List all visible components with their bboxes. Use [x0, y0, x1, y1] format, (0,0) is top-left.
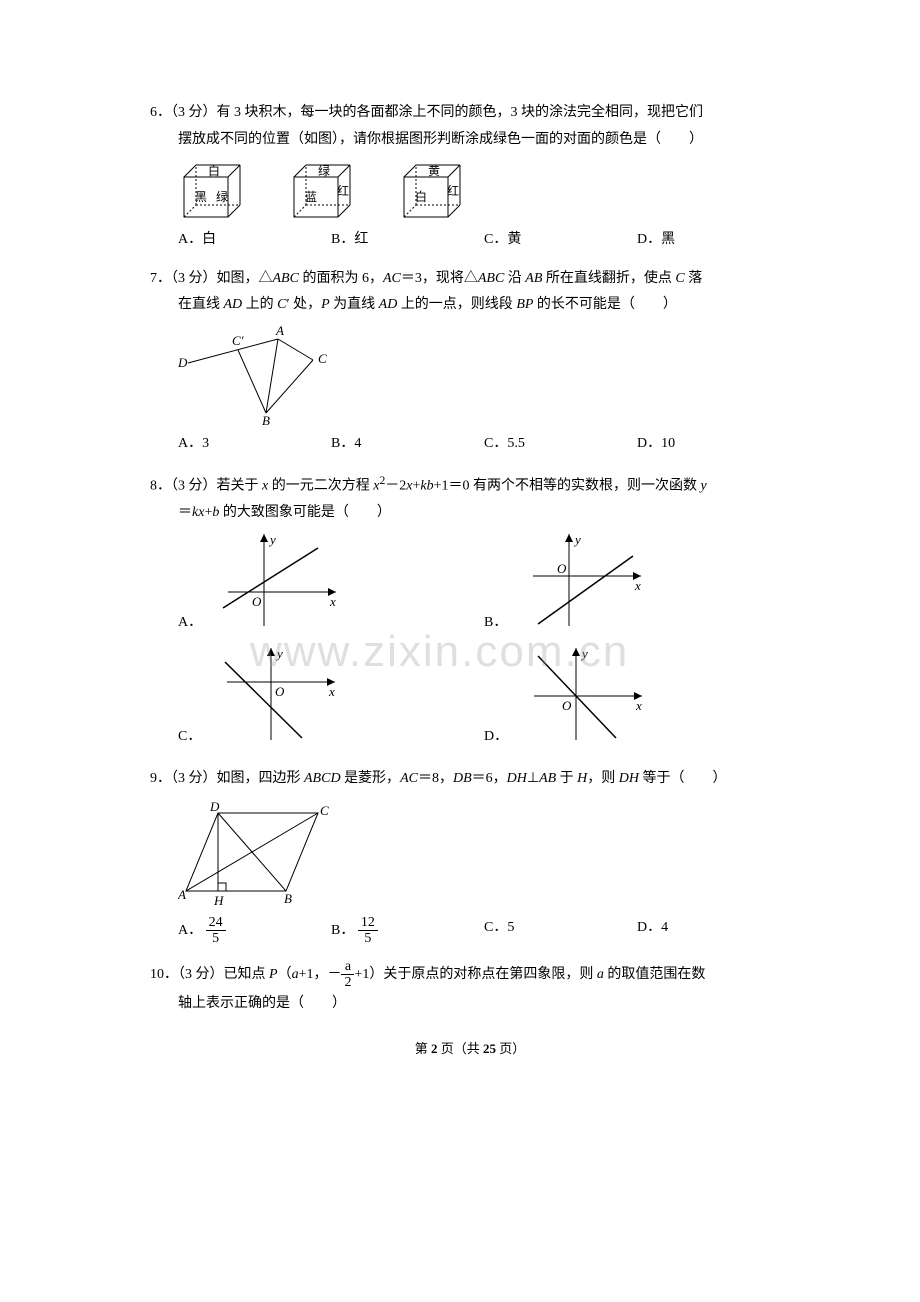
svg-text:绿: 绿: [216, 189, 228, 204]
q7-stem: 7．（3 分）如图，△ABC 的面积为 6，AC＝3，现将△ABC 沿 AB 所…: [150, 266, 790, 293]
svg-text:C: C: [318, 351, 327, 366]
svg-text:y: y: [573, 532, 581, 547]
svg-text:B: B: [262, 413, 270, 425]
svg-text:红: 红: [337, 183, 349, 198]
question-6: 6．（3 分）有 3 块积木，每一块的各面都涂上不同的颜色，3 块的涂法完全相同…: [150, 100, 790, 254]
q8-opt-a-label: A．: [178, 610, 202, 637]
q8-graph-d: y x O: [514, 640, 654, 750]
q8-graphs: A． y x O B．: [150, 526, 790, 754]
svg-text:x: x: [634, 578, 641, 593]
svg-text:x: x: [635, 698, 642, 713]
svg-text:y: y: [268, 532, 276, 547]
q9-opt-b: B． 125: [331, 915, 484, 947]
svg-text:y: y: [580, 646, 588, 661]
q8-stem: 8．（3 分）若关于 x 的一元二次方程 x2－2x+kb+1＝0 有两个不相等…: [150, 470, 790, 500]
q10-cont: 轴上表示正确的是（ ）: [150, 991, 790, 1018]
svg-text:黑: 黑: [195, 190, 207, 204]
svg-text:y: y: [275, 646, 283, 661]
question-8: 8．（3 分）若关于 x 的一元二次方程 x2－2x+kb+1＝0 有两个不相等…: [150, 470, 790, 755]
page-footer: 第 2 页（共 25 页）: [150, 1037, 790, 1062]
q9-figure: A B C D H: [150, 799, 790, 909]
q8-opt-b-label: B．: [484, 610, 507, 637]
svg-text:黄: 黄: [428, 164, 440, 178]
svg-text:C: C: [320, 803, 329, 818]
q6-cubes: 白 黑 绿 绿 蓝 红: [150, 159, 790, 221]
q9-opt-c: C．5: [484, 915, 637, 947]
svg-text:H: H: [213, 893, 224, 908]
q6-opt-b: B．红: [331, 227, 484, 254]
q6-opt-a: A．白: [178, 227, 331, 254]
q7-options: A．3 B．4 C．5.5 D．10: [150, 431, 790, 458]
svg-text:O: O: [562, 698, 572, 713]
q8-graph-c: y x O: [207, 640, 347, 750]
q7-opt-d: D．10: [637, 431, 790, 458]
q9-opt-a: A． 245: [178, 915, 331, 947]
q7-figure: A B C C' D: [150, 325, 790, 425]
svg-text:x: x: [329, 594, 336, 609]
question-7: 7．（3 分）如图，△ABC 的面积为 6，AC＝3，现将△ABC 沿 AB 所…: [150, 266, 790, 458]
q8-graph-b: y x O: [513, 526, 653, 636]
svg-text:O: O: [252, 594, 262, 609]
q7-opt-c: C．5.5: [484, 431, 637, 458]
q7-cont: 在直线 AD 上的 C′ 处，P 为直线 AD 上的一点，则线段 BP 的长不可…: [150, 292, 790, 319]
svg-text:蓝: 蓝: [305, 190, 317, 204]
svg-text:x: x: [328, 684, 335, 699]
q9-stem: 9．（3 分）如图，四边形 ABCD 是菱形，AC＝8，DB＝6，DH⊥AB 于…: [150, 766, 790, 793]
svg-text:白: 白: [415, 189, 427, 204]
svg-text:A: A: [275, 325, 284, 338]
q6-stem: 6．（3 分）有 3 块积木，每一块的各面都涂上不同的颜色，3 块的涂法完全相同…: [150, 100, 790, 127]
svg-text:红: 红: [447, 183, 459, 198]
q6-options: A．白 B．红 C．黄 D．黑: [150, 227, 790, 254]
q10-stem: 10．（3 分）已知点 P（a+1，－a2+1）关于原点的对称点在第四象限，则 …: [150, 959, 790, 991]
svg-text:D: D: [209, 799, 220, 814]
svg-text:O: O: [275, 684, 285, 699]
svg-text:绿: 绿: [318, 163, 330, 178]
q8-opt-d-label: D．: [484, 724, 508, 751]
q7-opt-b: B．4: [331, 431, 484, 458]
q9-opt-d: D．4: [637, 915, 790, 947]
svg-text:C': C': [232, 333, 244, 348]
q9-options: A． 245 B． 125 C．5 D．4: [150, 915, 790, 947]
q6-opt-d: D．黑: [637, 227, 790, 254]
q7-opt-a: A．3: [178, 431, 331, 458]
q6-cont: 摆放成不同的位置（如图），请你根据图形判断涂成绿色一面的对面的颜色是（ ）: [150, 127, 790, 154]
svg-text:白: 白: [208, 163, 220, 178]
svg-text:D: D: [178, 355, 188, 370]
q6-opt-c: C．黄: [484, 227, 637, 254]
svg-text:B: B: [284, 891, 292, 906]
q8-graph-a: y x O: [208, 526, 348, 636]
svg-text:O: O: [557, 561, 567, 576]
q8-opt-c-label: C．: [178, 724, 201, 751]
question-9: 9．（3 分）如图，四边形 ABCD 是菱形，AC＝8，DB＝6，DH⊥AB 于…: [150, 766, 790, 946]
q8-cont: ＝kx+b 的大致图象可能是（ ）: [150, 500, 790, 527]
svg-text:A: A: [178, 887, 186, 902]
question-10: 10．（3 分）已知点 P（a+1，－a2+1）关于原点的对称点在第四象限，则 …: [150, 959, 790, 1017]
